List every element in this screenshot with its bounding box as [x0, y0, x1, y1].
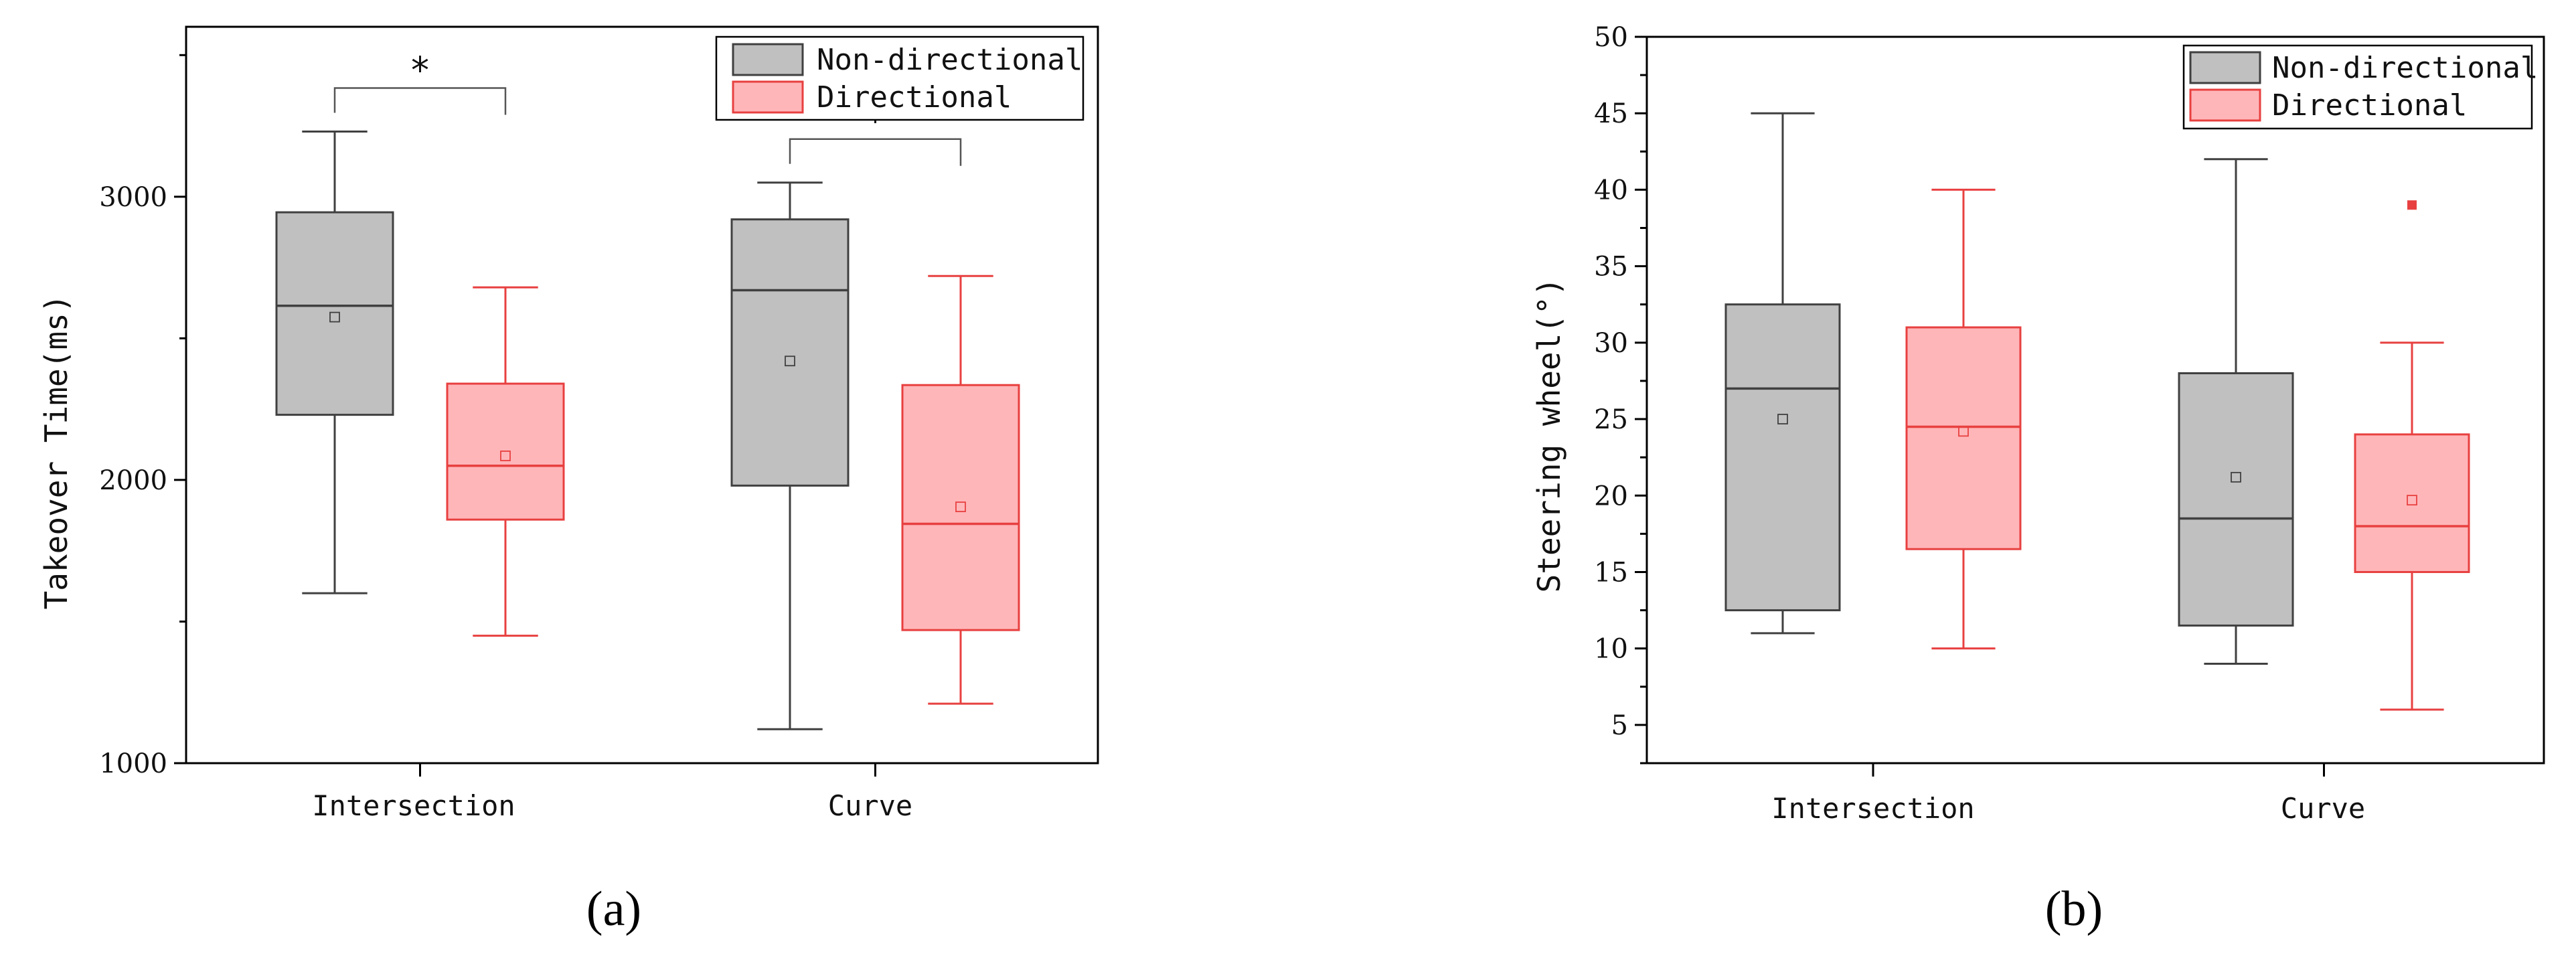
panel-b-legend: Non-directional Directional — [2182, 44, 2538, 130]
mean-marker — [1777, 414, 1788, 424]
panel-a-x-label-curve: Curve — [828, 789, 912, 822]
iqr-box — [275, 211, 394, 416]
iqr-box — [1905, 326, 2022, 550]
y-tick-label: 3000 — [99, 182, 167, 213]
box-non-directional-curve — [730, 181, 850, 730]
iqr-box — [2178, 372, 2294, 627]
y-tick-label: 2000 — [99, 465, 167, 496]
panel-b-x-label-curve: Curve — [2281, 792, 2365, 825]
box-non-directional-intersection — [275, 131, 394, 594]
plot-frame — [1645, 35, 2545, 765]
box-non-directional-intersection — [1724, 112, 1841, 635]
panel-b-boxes — [1724, 112, 2470, 711]
panel-a-y-axis-title: Takeover Time(ms) — [38, 295, 74, 610]
plot-frame — [185, 25, 1099, 765]
y-tick-label: 35 — [1594, 252, 1628, 283]
y-tick-label: 15 — [1594, 557, 1628, 588]
legend-swatch-directional — [732, 80, 804, 114]
y-tick-label: 20 — [1594, 481, 1628, 511]
box-directional-intersection — [1905, 188, 2022, 650]
panel-b-label: (b) — [2045, 882, 2103, 937]
panel-b-y-axis-title: Steering wheel(°) — [1531, 278, 1567, 593]
bracket-line — [333, 87, 507, 115]
panel-a-label: (a) — [586, 882, 641, 937]
mean-marker — [1958, 426, 1969, 437]
outlier-point — [2407, 200, 2417, 210]
mean-marker — [329, 311, 340, 323]
iqr-box — [901, 384, 1020, 631]
box-directional-intersection — [446, 286, 565, 637]
iqr-box — [2354, 433, 2470, 573]
legend-label-non-directional: Non-directional — [2272, 51, 2538, 85]
mean-marker — [2407, 495, 2417, 506]
panel-b-axes: 5 10 15 20 25 30 35 40 45 50 — [1594, 22, 2545, 777]
legend-swatch-directional — [2189, 88, 2261, 122]
y-tick-label: 10 — [1594, 634, 1628, 665]
mean-marker — [500, 451, 511, 461]
mean-marker — [785, 355, 795, 367]
box-directional-curve — [901, 274, 1020, 705]
box-non-directional-curve — [2178, 158, 2294, 665]
panel-a-axes: 1000 2000 3000 — [99, 25, 1099, 779]
bracket-line — [789, 138, 962, 166]
panel-a-legend: Non-directional Directional — [715, 35, 1084, 121]
y-tick-label: 45 — [1594, 98, 1628, 129]
y-tick-label: 25 — [1594, 404, 1628, 435]
legend-swatch-non-directional — [2189, 51, 2261, 84]
legend-swatch-non-directional — [732, 43, 804, 76]
panel-a-boxes — [275, 131, 1020, 730]
legend-label-directional: Directional — [817, 80, 1012, 114]
y-tick-label: 30 — [1594, 328, 1628, 359]
legend-label-non-directional: Non-directional — [817, 43, 1082, 77]
iqr-box — [730, 218, 850, 487]
y-tick-label: 50 — [1594, 22, 1628, 53]
significance-bracket: * — [333, 50, 507, 115]
legend-label-directional: Directional — [2272, 88, 2467, 123]
panel-b: 5 10 15 20 25 30 35 40 45 50 Non-directional Dire… — [1531, 22, 2545, 937]
y-tick-label: 40 — [1594, 175, 1628, 206]
mean-marker — [955, 501, 966, 513]
panel-a-x-label-intersection: Intersection — [312, 789, 515, 822]
box-directional-curve — [2354, 200, 2470, 711]
y-tick-label: 5 — [1611, 710, 1628, 741]
panel-b-x-label-intersection: Intersection — [1771, 792, 1974, 825]
iqr-box — [1724, 303, 1841, 612]
mean-marker — [2231, 471, 2241, 483]
y-tick-label: 1000 — [99, 748, 167, 779]
significance-label: * — [411, 50, 429, 92]
